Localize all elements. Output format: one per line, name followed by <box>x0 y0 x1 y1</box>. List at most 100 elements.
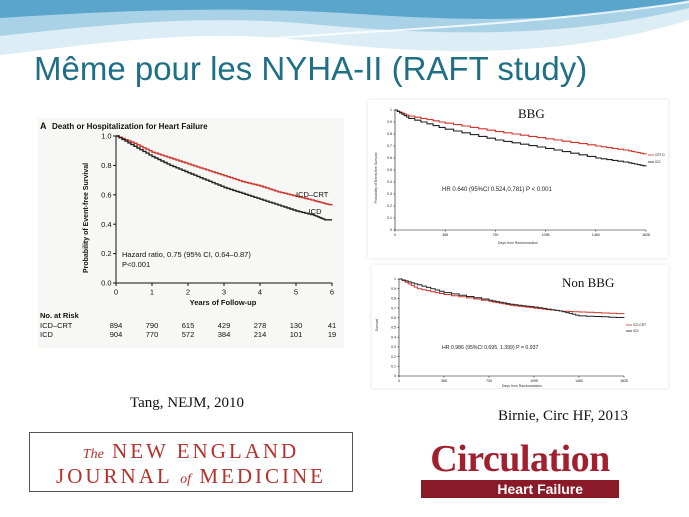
nejm-journal: JOURNAL <box>56 464 172 488</box>
at-risk-value: 214 <box>254 330 267 339</box>
panel-letter: A <box>40 121 47 131</box>
y-tick-label: 0.9 <box>391 287 396 291</box>
at-risk-value: 572 <box>182 330 195 339</box>
legend-label: ICD-CRT <box>633 323 646 327</box>
km-chart-nejm-svg: A Death or Hospitalization for Heart Fai… <box>40 121 336 339</box>
x-tick-label: 4 <box>258 288 262 297</box>
y-tick-label: 1.0 <box>101 132 111 141</box>
y-tick-label: 0 <box>390 228 392 232</box>
y-tick-label: 0.6 <box>101 190 111 199</box>
series-label-icd-crt: ICD–CRT <box>296 190 329 199</box>
nejm-logo-line1: The NEW ENGLAND <box>30 439 352 464</box>
x-tick-label: 2 <box>186 288 190 297</box>
at-risk-value: 384 <box>218 330 231 339</box>
x-tick-label: 5 <box>294 288 298 297</box>
wave-dark <box>0 0 689 19</box>
at-risk-value: 770 <box>146 330 159 339</box>
at-risk-value: 615 <box>182 321 195 330</box>
citation-birnie: Birnie, Circ HF, 2013 <box>498 408 629 424</box>
y-tick-label: 0.8 <box>101 161 111 170</box>
y-tick-label: 0.6 <box>387 156 392 160</box>
heart-failure-bar: Heart Failure <box>421 480 619 498</box>
y-axis-label: Probability of Event-free Survival <box>374 152 378 203</box>
y-tick-label: 0.3 <box>391 345 396 349</box>
at-risk-value: 429 <box>218 321 231 330</box>
legend-label: ICD <box>633 329 639 333</box>
hazard-ratio-text: Hazard ratio, 0.75 (95% CI, 0.64–0.87) <box>122 250 251 259</box>
x-tick-label: 1460 <box>575 379 583 383</box>
y-tick-label: 0.3 <box>387 192 392 196</box>
series-line-crt <box>395 109 647 155</box>
series-line-crt <box>116 135 333 206</box>
circulation-word: Circulation <box>430 438 610 480</box>
series-label-icd: ICD <box>309 207 323 216</box>
x-tick-label: 1 <box>150 288 154 297</box>
x-tick-label: 0 <box>398 379 400 383</box>
y-tick-label: 0.1 <box>391 365 396 369</box>
y-tick-label: 0.2 <box>387 204 392 208</box>
y-tick-label: 0.8 <box>387 132 392 136</box>
x-tick-label: 3 <box>222 288 226 297</box>
nejm-logo-line2: JOURNAL of MEDICINE <box>30 464 352 489</box>
x-axis-label: Days from Randomization <box>498 241 538 245</box>
y-tick-label: 0.4 <box>391 335 396 339</box>
series-line-icd <box>399 278 625 318</box>
nejm-medicine: MEDICINE <box>199 464 326 488</box>
legend-label: CRT-D <box>655 153 665 157</box>
hr-text: HR 0.640 (95%CI 0.524,0.781) P < 0.001 <box>442 187 552 193</box>
x-tick-label: 365 <box>441 379 447 383</box>
hr-text: HR 0.986 (95%CI 0.695, 1.399) P = 0.937 <box>442 345 538 351</box>
y-axis-label: Probability of Event-free Survival <box>83 163 90 273</box>
at-risk-row-label: ICD <box>40 330 54 339</box>
at-risk-value: 41 <box>328 321 336 330</box>
y-tick-label: 0.4 <box>387 180 392 184</box>
x-tick-label: 730 <box>486 379 492 383</box>
at-risk-value: 790 <box>146 321 159 330</box>
x-tick-label: 0 <box>394 233 396 237</box>
at-risk-value: 130 <box>290 321 303 330</box>
y-tick-label: 1 <box>390 108 392 112</box>
y-tick-label: 0.0 <box>101 279 111 288</box>
y-tick-label: 0 <box>394 374 396 378</box>
nejm-logo: The NEW ENGLAND JOURNAL of MEDICINE <box>29 432 353 492</box>
y-tick-label: 0.2 <box>101 249 111 258</box>
x-axis-label: Years of Follow-up <box>190 298 257 307</box>
y-tick-label: 0.7 <box>391 306 396 310</box>
x-tick-label: 1095 <box>530 379 538 383</box>
nejm-of: of <box>180 472 192 487</box>
km-chart-nonbbg-svg: Non BBG Survival Days from Randomization… <box>375 275 646 388</box>
at-risk-value: 894 <box>110 321 123 330</box>
y-tick-label: 0.9 <box>387 120 392 124</box>
x-tick-label: 0 <box>114 288 118 297</box>
x-tick-label: 1460 <box>592 233 600 237</box>
series-line-crt <box>399 278 625 315</box>
chart-title: Death or Hospitalization for Heart Failu… <box>52 122 208 131</box>
km-chart-nonbbg: Non BBG Survival Days from Randomization… <box>372 265 668 388</box>
y-tick-label: 0.8 <box>391 297 396 301</box>
x-axis-label: Days from Randomization <box>502 384 542 388</box>
y-tick-label: 0.5 <box>387 168 392 172</box>
chart-title: BBG <box>518 106 545 121</box>
decorative-wave <box>0 0 689 55</box>
at-risk-value: 278 <box>254 321 267 330</box>
legend-label: ICD <box>655 160 661 164</box>
x-tick-label: 730 <box>492 233 498 237</box>
x-tick-label: 6 <box>330 288 334 297</box>
series-line-icd <box>395 109 647 167</box>
nejm-new-england: NEW ENGLAND <box>112 439 300 463</box>
x-tick-label: 365 <box>442 233 448 237</box>
km-chart-bbg: BBG Probability of Event-free Survival D… <box>368 100 668 258</box>
citation-tang: Tang, NEJM, 2010 <box>130 395 244 411</box>
y-tick-label: 0.5 <box>391 326 396 330</box>
at-risk-title: No. at Risk <box>40 311 80 320</box>
at-risk-value: 101 <box>290 330 303 339</box>
y-tick-label: 1 <box>394 277 396 281</box>
y-tick-label: 0.7 <box>387 144 392 148</box>
at-risk-value: 904 <box>110 330 123 339</box>
circulation-logo: Circulation Heart Failure <box>420 440 620 502</box>
km-chart-bbg-svg: BBG Probability of Event-free Survival D… <box>374 106 665 245</box>
chart-title: Non BBG <box>562 275 614 290</box>
at-risk-row-label: ICD–CRT <box>40 321 73 330</box>
wave-streak <box>169 1 689 49</box>
x-tick-label: 1825 <box>620 379 628 383</box>
